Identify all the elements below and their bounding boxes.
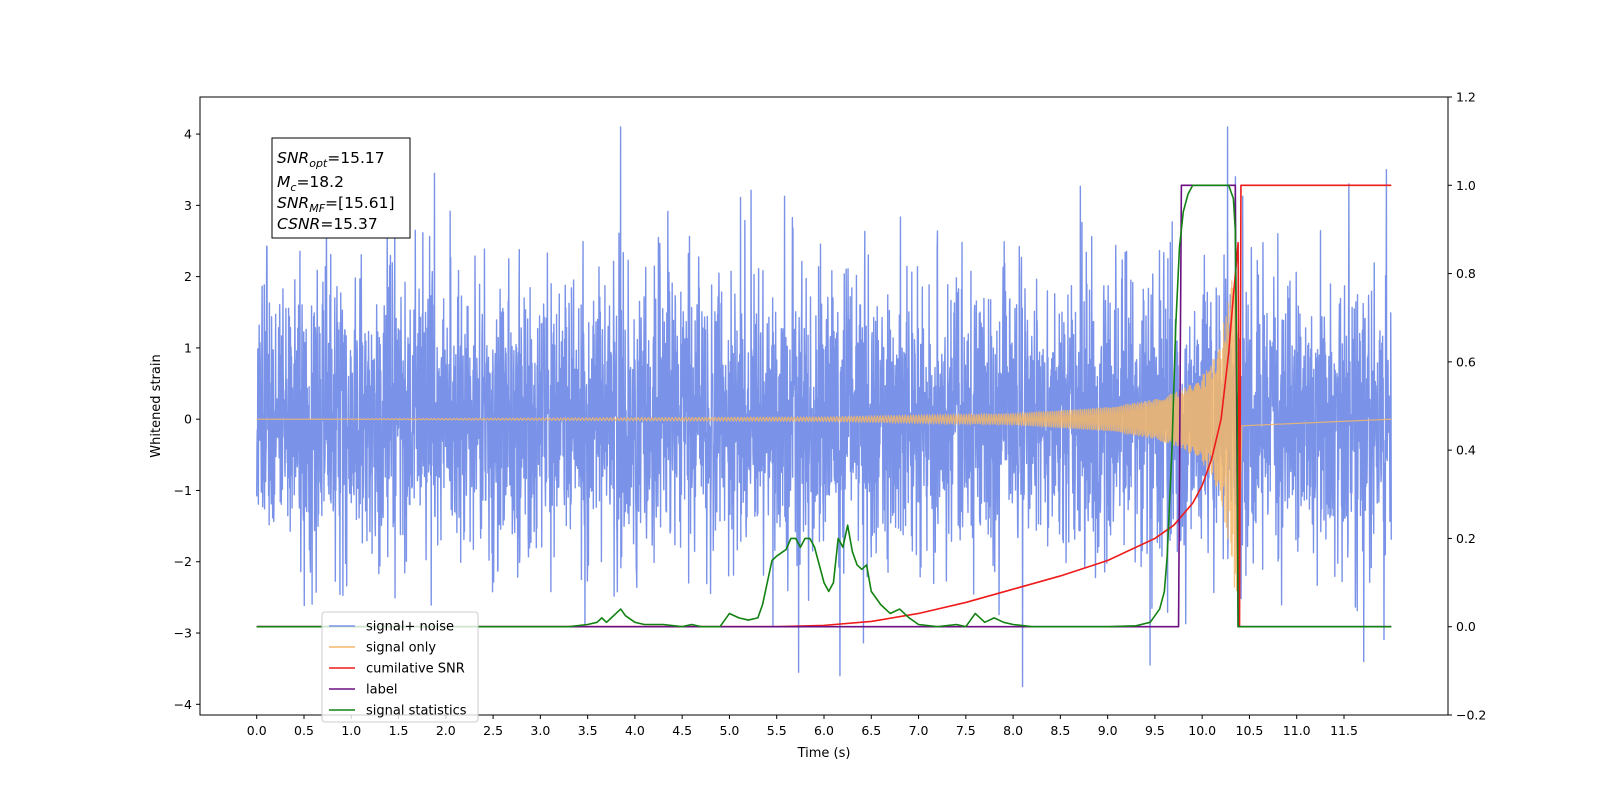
y-tick-label: 4 (184, 127, 192, 142)
y-tick-label: 1 (184, 340, 192, 355)
y-tick-label: 2 (184, 269, 192, 284)
legend-item-signal-statistics: signal statistics (329, 704, 467, 719)
annotation-mc: Mc=18.2 (277, 173, 344, 194)
y2-tick-label: 0.6 (1456, 354, 1476, 369)
x-tick-label: 6.5 (861, 723, 881, 738)
y-axis-right: 1.2 1.0 0.8 0.6 0.4 0.2 0.0 −0.2 (1448, 90, 1486, 723)
y-tick-label: 0 (184, 412, 192, 427)
y2-tick-label: 0.0 (1456, 619, 1476, 634)
y-tick-label: −4 (174, 697, 192, 712)
legend-item-signal-only: signal only (329, 641, 436, 656)
x-tick-label: 10.5 (1236, 723, 1264, 738)
x-tick-label: 0.0 (247, 723, 267, 738)
legend-item-label: label (329, 683, 397, 698)
x-tick-label: 5.5 (767, 723, 787, 738)
y2-tick-label: 1.0 (1456, 178, 1476, 193)
legend-item-cumulative-snr: cumilative SNR (329, 662, 465, 677)
legend-item-signal-noise: signal+ noise (329, 620, 454, 635)
series-signal-only-line (256, 280, 1392, 599)
x-tick-label: 8.5 (1050, 723, 1070, 738)
y2-tick-label: 0.8 (1456, 266, 1476, 281)
y2-tick-label: 1.2 (1456, 90, 1476, 105)
x-tick-label: 3.5 (578, 723, 598, 738)
annotation-snr-opt: SNRopt=15.17 (277, 149, 385, 170)
y-tick-label: −2 (174, 554, 192, 569)
annotation-box: SNRopt=15.17 Mc=18.2 SNRMF=[15.61] CSNR=… (271, 137, 411, 239)
y2-tick-label: −0.2 (1456, 708, 1486, 723)
y2-tick-label: 0.4 (1456, 443, 1476, 458)
x-tick-label: 4.5 (672, 723, 692, 738)
legend-label: signal statistics (366, 704, 467, 719)
y-axis-title: Whitened strain (149, 354, 164, 457)
x-tick-label: 5.0 (720, 723, 740, 738)
y-tick-label: 3 (184, 198, 192, 213)
legend-label: signal only (366, 641, 436, 656)
x-tick-label: 2.0 (436, 723, 456, 738)
series-layer (256, 126, 1392, 688)
legend-label: signal+ noise (366, 620, 454, 635)
x-tick-label: 8.0 (1003, 723, 1023, 738)
x-tick-label: 10.0 (1188, 723, 1216, 738)
annotation-csnr: CSNR=15.37 (277, 215, 378, 233)
y-tick-label: −1 (174, 483, 192, 498)
legend-label: cumilative SNR (366, 662, 465, 677)
legend-label: label (366, 683, 397, 698)
x-tick-label: 1.0 (341, 723, 361, 738)
x-tick-label: 7.0 (909, 723, 929, 738)
series-cumulative-snr-line (256, 184, 1392, 628)
x-tick-label: 11.0 (1283, 723, 1311, 738)
x-tick-label: 2.5 (483, 723, 503, 738)
x-axis: 0.0 0.5 1.0 1.5 2.0 2.5 3.0 3.5 4.0 4.5 5.0 5.5 6.0 6… (247, 715, 1358, 738)
annotation-snr-mf: SNRMF=[15.61] (277, 194, 395, 215)
x-tick-label: 9.0 (1098, 723, 1118, 738)
x-tick-label: 9.5 (1145, 723, 1165, 738)
x-axis-title: Time (s) (797, 746, 851, 761)
legend-frame (321, 611, 479, 723)
y-axis-left: 4 3 2 1 0 −1 −2 −3 −4 (174, 127, 200, 712)
x-tick-label: 7.5 (956, 723, 976, 738)
y-tick-label: −3 (174, 626, 192, 641)
x-tick-label: 6.0 (814, 723, 834, 738)
y2-tick-label: 0.2 (1456, 531, 1476, 546)
x-tick-label: 0.5 (294, 723, 314, 738)
annotation-frame (271, 137, 411, 239)
x-tick-label: 4.0 (625, 723, 645, 738)
x-tick-label: 3.0 (530, 723, 550, 738)
x-tick-label: 1.5 (389, 723, 409, 738)
series-signal-statistics-line (256, 184, 1392, 628)
legend: signal+ noise signal only cumilative SNR la… (321, 611, 479, 723)
x-tick-label: 11.5 (1330, 723, 1358, 738)
